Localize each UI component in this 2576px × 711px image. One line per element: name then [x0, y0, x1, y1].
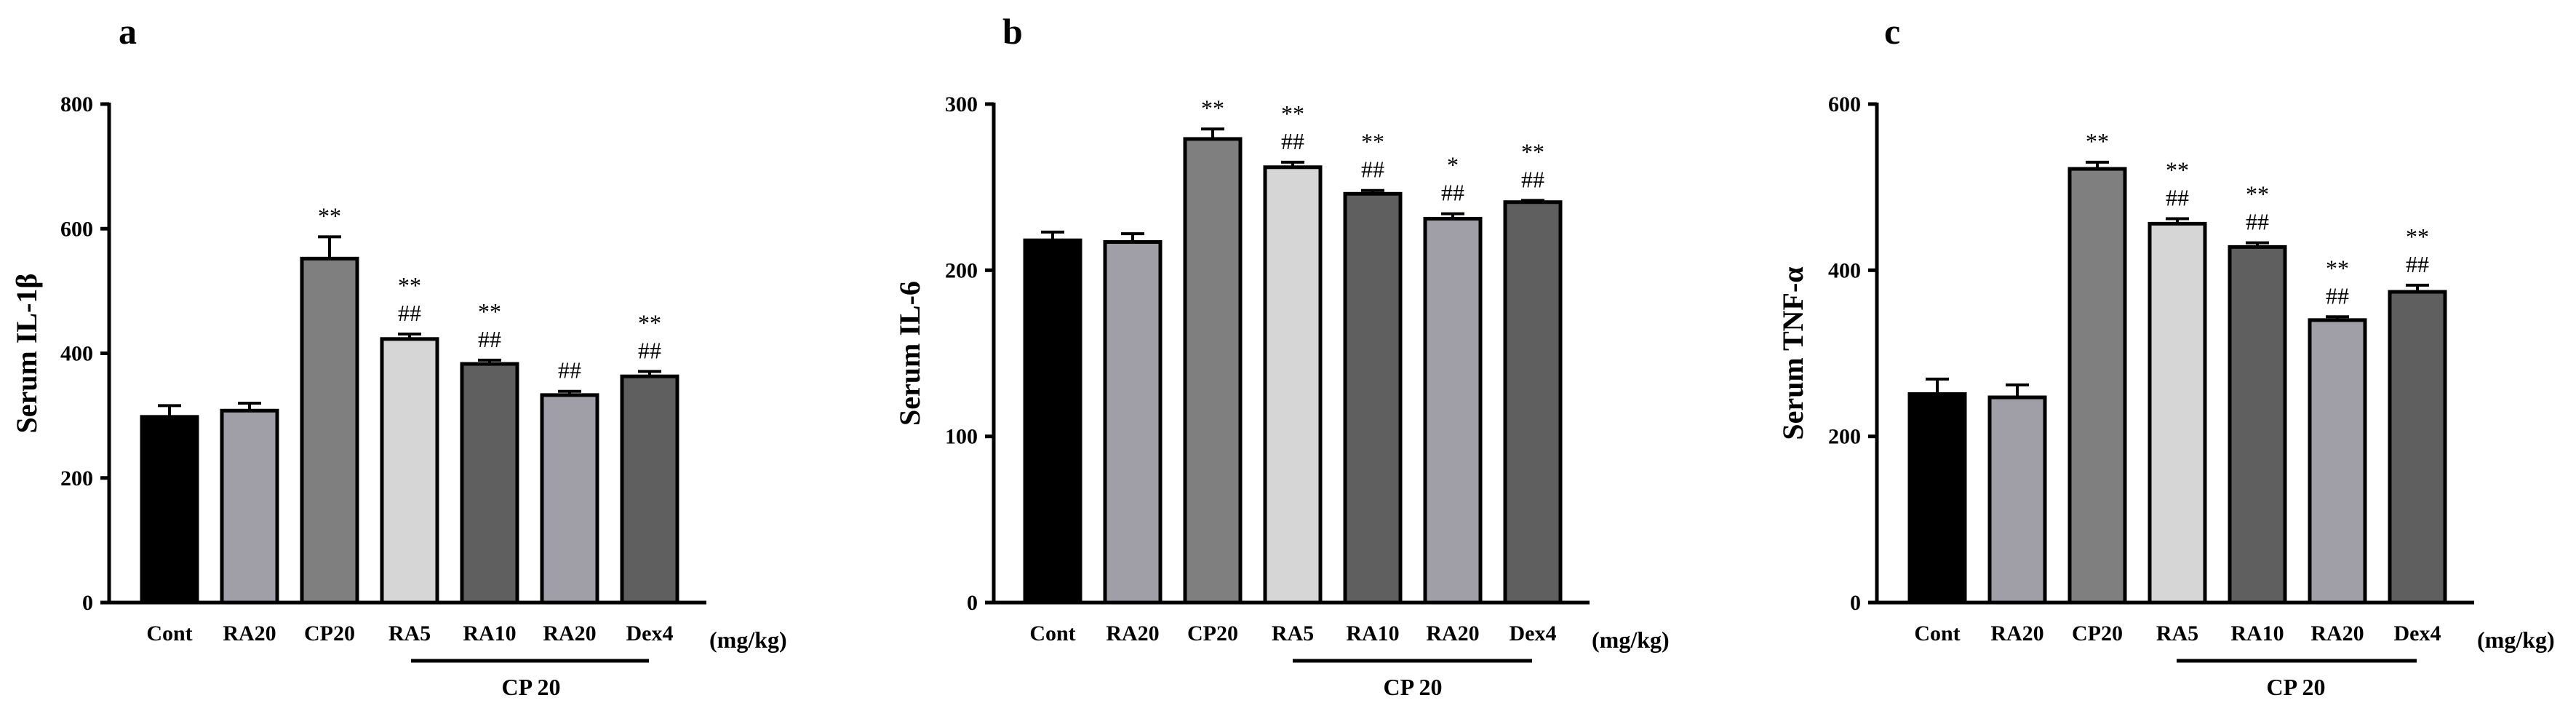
- y-tick-label: 600: [1828, 92, 1861, 116]
- bar-cp20: [1183, 137, 1243, 605]
- significance-label: *: [1447, 152, 1459, 178]
- bar-cp20: [2067, 167, 2127, 605]
- significance-label: **: [2246, 181, 2269, 207]
- y-tick-label: 0: [82, 591, 93, 615]
- panel-letter: b: [1002, 11, 1023, 52]
- group-label: CP 20: [2267, 674, 2326, 700]
- panel-letter: a: [119, 11, 137, 52]
- significance-label: **: [1521, 138, 1544, 164]
- group-label: CP 20: [502, 674, 561, 700]
- bar-ra20: [1987, 395, 2047, 605]
- x-tick-label: Cont: [1914, 621, 1960, 646]
- x-tick-label: RA20: [1990, 621, 2043, 646]
- y-tick-label: 300: [945, 92, 978, 116]
- bar-ra20: [1103, 240, 1163, 605]
- significance-label: ##: [638, 337, 661, 363]
- y-tick-label: 200: [945, 258, 978, 282]
- significance-label: **: [1281, 100, 1304, 127]
- y-tick-label: 600: [60, 217, 93, 241]
- significance-label: **: [2326, 255, 2349, 281]
- x-tick-label: Dex4: [2394, 621, 2441, 646]
- x-tick-label: CP20: [304, 621, 355, 646]
- units-label: (mg/kg): [2477, 627, 2555, 653]
- y-tick-label: 0: [967, 591, 978, 615]
- bar-dex4: [620, 374, 679, 605]
- significance-label: ##: [2406, 251, 2429, 277]
- bar-ra20: [220, 408, 279, 605]
- significance-label: **: [1201, 95, 1224, 121]
- y-tick-label: 800: [60, 92, 93, 116]
- bar-cont: [1907, 392, 1967, 605]
- significance-label: ##: [2166, 185, 2189, 211]
- y-tick-label: 200: [1828, 425, 1861, 449]
- x-tick-label: Dex4: [626, 621, 674, 646]
- y-tick-label: 200: [60, 466, 93, 490]
- significance-label: ##: [2246, 209, 2269, 235]
- x-tick-label: RA20: [1426, 621, 1479, 646]
- y-tick-label: 0: [1850, 591, 1861, 615]
- x-tick-label: RA20: [223, 621, 276, 646]
- significance-label: **: [398, 272, 421, 298]
- significance-label: ##: [1281, 128, 1304, 154]
- chart-panel-a: a Serum IL-1β 0 200 400 600 800 Cont RA20 ** CP20 *…: [10, 11, 787, 700]
- panel-letter: c: [1884, 11, 1900, 52]
- x-tick-label: CP20: [2072, 621, 2123, 646]
- x-tick-label: RA20: [2310, 621, 2364, 646]
- bar-cont: [140, 415, 199, 605]
- x-tick-label: RA5: [2156, 621, 2198, 646]
- significance-label: **: [1361, 129, 1384, 155]
- significance-label: **: [2166, 157, 2189, 183]
- bar-ra5: [380, 337, 439, 605]
- significance-label: **: [2406, 223, 2429, 250]
- significance-label: ##: [558, 357, 581, 384]
- significance-label: **: [318, 202, 341, 229]
- x-tick-label: RA20: [1106, 621, 1159, 646]
- bar-cont: [1023, 238, 1082, 605]
- bar-ra10: [1343, 191, 1403, 605]
- x-tick-label: RA10: [2230, 621, 2284, 646]
- significance-label: ##: [1361, 156, 1384, 183]
- bar-ra20: [2308, 318, 2367, 605]
- x-tick-label: RA10: [1346, 621, 1399, 646]
- bar-ra10: [460, 362, 519, 605]
- bar-dex4: [1503, 200, 1563, 605]
- bar-ra20: [1423, 217, 1483, 605]
- y-tick-label: 100: [945, 425, 978, 449]
- significance-label: ##: [478, 326, 501, 352]
- x-tick-label: Dex4: [1510, 621, 1557, 646]
- y-tick-label: 400: [1828, 258, 1861, 282]
- significance-label: **: [638, 309, 661, 335]
- y-axis-label: Serum IL-1β: [10, 274, 43, 434]
- x-tick-label: RA5: [388, 621, 431, 646]
- significance-label: ##: [2326, 282, 2349, 309]
- units-label: (mg/kg): [1592, 627, 1670, 653]
- bar-ra10: [2228, 245, 2287, 605]
- bar-ra5: [1263, 165, 1323, 605]
- significance-label: ##: [1521, 166, 1544, 192]
- x-tick-label: RA5: [1272, 621, 1314, 646]
- x-tick-label: RA20: [543, 621, 596, 646]
- x-tick-label: Cont: [146, 621, 192, 646]
- x-tick-label: Cont: [1029, 621, 1075, 646]
- bar-ra20: [540, 393, 599, 605]
- group-label: CP 20: [1384, 674, 1443, 700]
- bar-dex4: [2388, 290, 2447, 605]
- significance-label: ##: [1441, 180, 1464, 206]
- x-tick-label: CP20: [1187, 621, 1238, 646]
- bar-cp20: [300, 256, 359, 605]
- significance-label: ##: [398, 300, 421, 326]
- significance-label: **: [2086, 128, 2109, 154]
- x-tick-label: RA10: [463, 621, 516, 646]
- y-axis-label: Serum IL-6: [893, 281, 926, 426]
- units-label: (mg/kg): [709, 627, 787, 653]
- significance-label: **: [478, 298, 501, 325]
- bar-ra5: [2148, 221, 2207, 605]
- y-axis-label: Serum TNF-α: [1777, 266, 1809, 440]
- y-tick-label: 400: [60, 342, 93, 366]
